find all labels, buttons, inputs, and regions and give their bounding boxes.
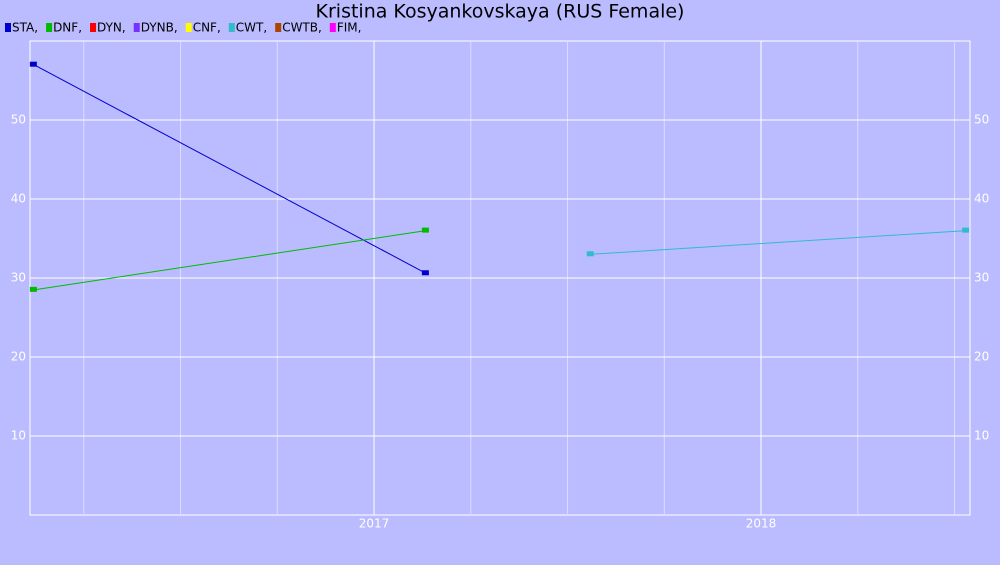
legend-swatch: [5, 23, 11, 32]
legend-label: FIM: [337, 21, 358, 35]
legend-swatch: [228, 23, 235, 32]
y2-tick-label: 50: [974, 113, 989, 127]
x-tick-label: 2018: [746, 517, 777, 531]
legend-separator: ,: [318, 21, 322, 35]
legend-label: DYNB: [141, 21, 174, 35]
y-tick-label: 30: [11, 271, 26, 285]
legend-label: CWTB: [282, 21, 318, 35]
y-tick-label: 50: [11, 113, 26, 127]
legend-label: CWT: [236, 21, 264, 35]
legend-swatch: [329, 23, 336, 32]
legend-separator: ,: [174, 21, 178, 35]
legend-swatch: [90, 23, 97, 32]
legend-swatch: [185, 23, 192, 32]
legend-label: STA: [12, 21, 35, 35]
legend-swatch: [46, 23, 53, 32]
series-line: [33, 64, 427, 274]
legend-separator: ,: [217, 21, 221, 35]
data-point: [586, 251, 594, 257]
legend-separator: ,: [78, 21, 82, 35]
legend-separator: ,: [34, 21, 38, 35]
legend-label: DNF: [53, 21, 78, 35]
legend-swatch: [275, 23, 282, 32]
data-point: [962, 227, 970, 233]
legend-separator: ,: [122, 21, 126, 35]
series-line: [590, 230, 967, 255]
x-tick-label: 2017: [359, 517, 390, 531]
series-line: [33, 230, 426, 291]
legend-swatch: [133, 23, 140, 32]
y-tick-label: 40: [11, 192, 26, 206]
data-point: [29, 61, 37, 67]
legend-label: DYN: [97, 21, 122, 35]
y2-tick-label: 10: [974, 429, 989, 443]
legend-separator: ,: [263, 21, 267, 35]
data-point: [29, 286, 37, 292]
chart-title: Kristina Kosyankovskaya (RUS Female): [316, 1, 685, 23]
legend-label: CNF: [193, 21, 217, 35]
y2-tick-label: 40: [974, 192, 989, 206]
y-tick-label: 10: [11, 429, 26, 443]
data-point: [421, 270, 429, 276]
y2-tick-label: 20: [974, 350, 989, 364]
y-tick-label: 20: [11, 350, 26, 364]
legend-separator: ,: [358, 21, 362, 35]
data-point: [421, 227, 429, 233]
y2-tick-label: 30: [974, 271, 989, 285]
